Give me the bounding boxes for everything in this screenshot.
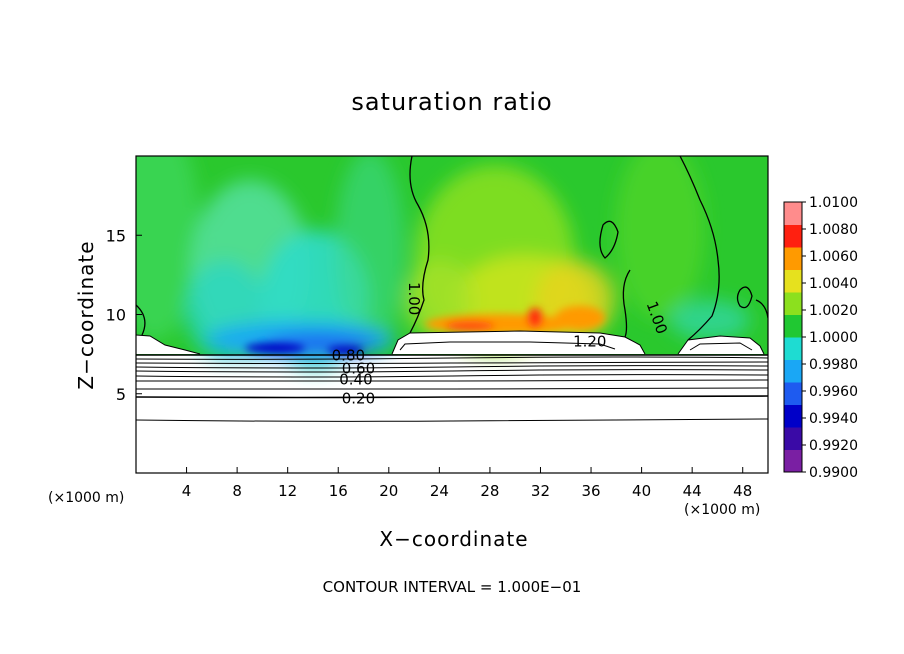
contour-label: 0.60	[342, 359, 375, 377]
colorbar-tick-label: 0.9900	[809, 465, 858, 481]
colorbar-swatch	[784, 314, 802, 338]
colorbar-swatch	[784, 224, 802, 248]
y-axis-label: Z−coordinate	[74, 240, 98, 390]
x-tick-label: 20	[379, 482, 398, 500]
contour-labels: 0.200.400.600.801.001.001.20	[332, 282, 671, 408]
contour-interval-note: CONTOUR INTERVAL = 1.000E−01	[322, 578, 582, 596]
colorbar-tick-label: 1.0080	[809, 222, 858, 238]
y-tick-label: 5	[116, 385, 126, 404]
x-axis-label: X−coordinate	[379, 527, 529, 551]
colorbar-tick-label: 0.9960	[809, 384, 858, 400]
contour-label: 1.00	[405, 282, 423, 315]
contour-label: 0.40	[339, 370, 372, 388]
contour-label: 0.20	[342, 390, 375, 408]
x-unit-label-left: (×1000 m)	[48, 490, 125, 506]
colorbar-swatch	[784, 382, 802, 405]
colorbar-swatch	[784, 427, 802, 450]
contour-label: 1.20	[573, 332, 606, 350]
x-tick-label: 40	[632, 482, 651, 500]
contour-label: 0.80	[332, 347, 365, 365]
colorbar-swatch	[784, 269, 802, 293]
x-tick-label: 36	[581, 482, 600, 500]
colorbar-swatch	[784, 404, 802, 428]
colorbar-swatch	[784, 292, 802, 315]
colorbar-tick-label: 1.0040	[809, 276, 858, 292]
x-tick-label: 4	[182, 482, 192, 500]
x-unit-label-right: (×1000 m)	[684, 502, 761, 518]
x-tick-label: 28	[480, 482, 499, 500]
y-tick-label: 15	[106, 226, 126, 245]
colorbar-swatch	[784, 202, 802, 225]
heatmap-field	[136, 156, 768, 473]
colorbar-swatch	[784, 449, 802, 473]
chart-title: saturation ratio	[351, 88, 553, 116]
colorbar-swatch	[784, 247, 802, 270]
colorbar-tick-label: 1.0060	[809, 249, 858, 265]
x-tick-label: 16	[329, 482, 348, 500]
x-tick-label: 8	[232, 482, 242, 500]
colorbar-tick-label: 1.0020	[809, 303, 858, 319]
x-tick-label: 32	[531, 482, 550, 500]
colorbar-swatch	[784, 337, 802, 360]
y-tick-label: 10	[106, 306, 126, 325]
colorbar-tick-label: 1.0100	[809, 195, 858, 211]
x-tick-label: 48	[733, 482, 752, 500]
x-tick-label: 44	[683, 482, 702, 500]
colorbar-swatch	[784, 359, 802, 383]
colorbar-tick-label: 0.9920	[809, 438, 858, 454]
colorbar-tick-label: 0.9980	[809, 357, 858, 373]
colorbar: 1.0100 1.0080 1.0060 1.0040 1.0020 1.0000 0.99…	[783, 195, 858, 481]
x-tick-label: 24	[430, 482, 449, 500]
colorbar-tick-label: 0.9940	[809, 411, 858, 427]
colorbar-tick-label: 1.0000	[809, 330, 858, 346]
x-tick-label: 12	[278, 482, 297, 500]
